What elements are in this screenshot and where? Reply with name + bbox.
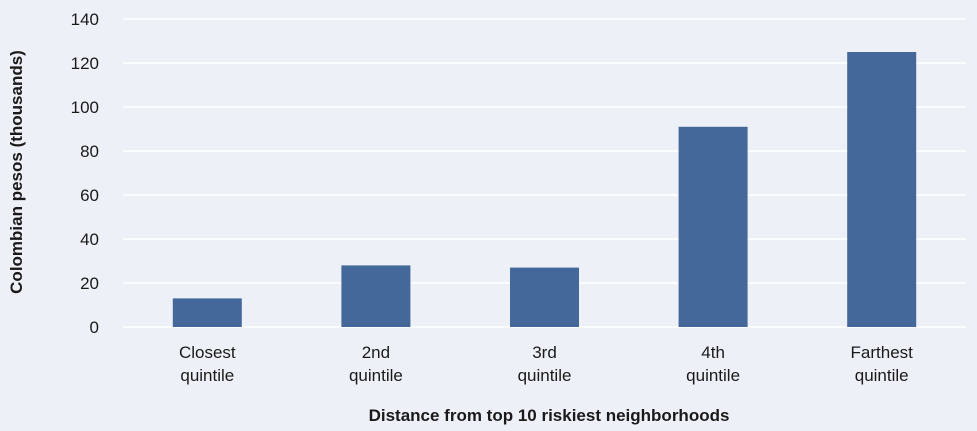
y-tick-label-100: 100 xyxy=(71,98,99,117)
y-tick-label-60: 60 xyxy=(80,186,99,205)
x-category-label-line: Farthest xyxy=(851,343,914,362)
x-category-label-line: quintile xyxy=(518,366,572,385)
x-category-label-line: 2nd xyxy=(362,343,390,362)
x-category-label-1: Closest quintile xyxy=(179,343,236,385)
x-category-label-line: quintile xyxy=(349,366,403,385)
bar-4 xyxy=(678,126,748,327)
bar-3 xyxy=(510,267,579,327)
y-tick-label-20: 20 xyxy=(80,274,99,293)
x-category-label-line: Closest xyxy=(179,343,236,362)
x-category-label-line: quintile xyxy=(180,366,234,385)
x-category-label-2: 2nd quintile xyxy=(349,343,403,385)
bar-2 xyxy=(341,265,411,327)
bar-5 xyxy=(847,52,917,327)
y-tick-label-140: 140 xyxy=(71,10,99,29)
gridlines xyxy=(123,18,966,328)
y-tick-label-40: 40 xyxy=(80,230,99,249)
y-tick-label-80: 80 xyxy=(80,142,99,161)
bars xyxy=(172,52,917,327)
x-axis-title: Distance from top 10 riskiest neighborho… xyxy=(369,406,730,425)
x-category-label-5: Farthest quintile xyxy=(851,343,914,385)
x-category-label-line: quintile xyxy=(686,366,740,385)
x-category-label-3: 3rd quintile xyxy=(518,343,572,385)
x-category-label-line: 3rd xyxy=(532,343,557,362)
y-axis-title: Colombian pesos (thousands) xyxy=(7,50,26,294)
bar-1 xyxy=(172,298,242,327)
x-category-label-line: quintile xyxy=(855,366,909,385)
y-tick-label-120: 120 xyxy=(71,54,99,73)
y-tick-label-0: 0 xyxy=(90,318,99,337)
x-category-label-line: 4th xyxy=(701,343,725,362)
x-category-label-4: 4th quintile xyxy=(686,343,740,385)
y-tick-labels: 0 20 40 60 80 100 120 140 xyxy=(71,10,99,337)
